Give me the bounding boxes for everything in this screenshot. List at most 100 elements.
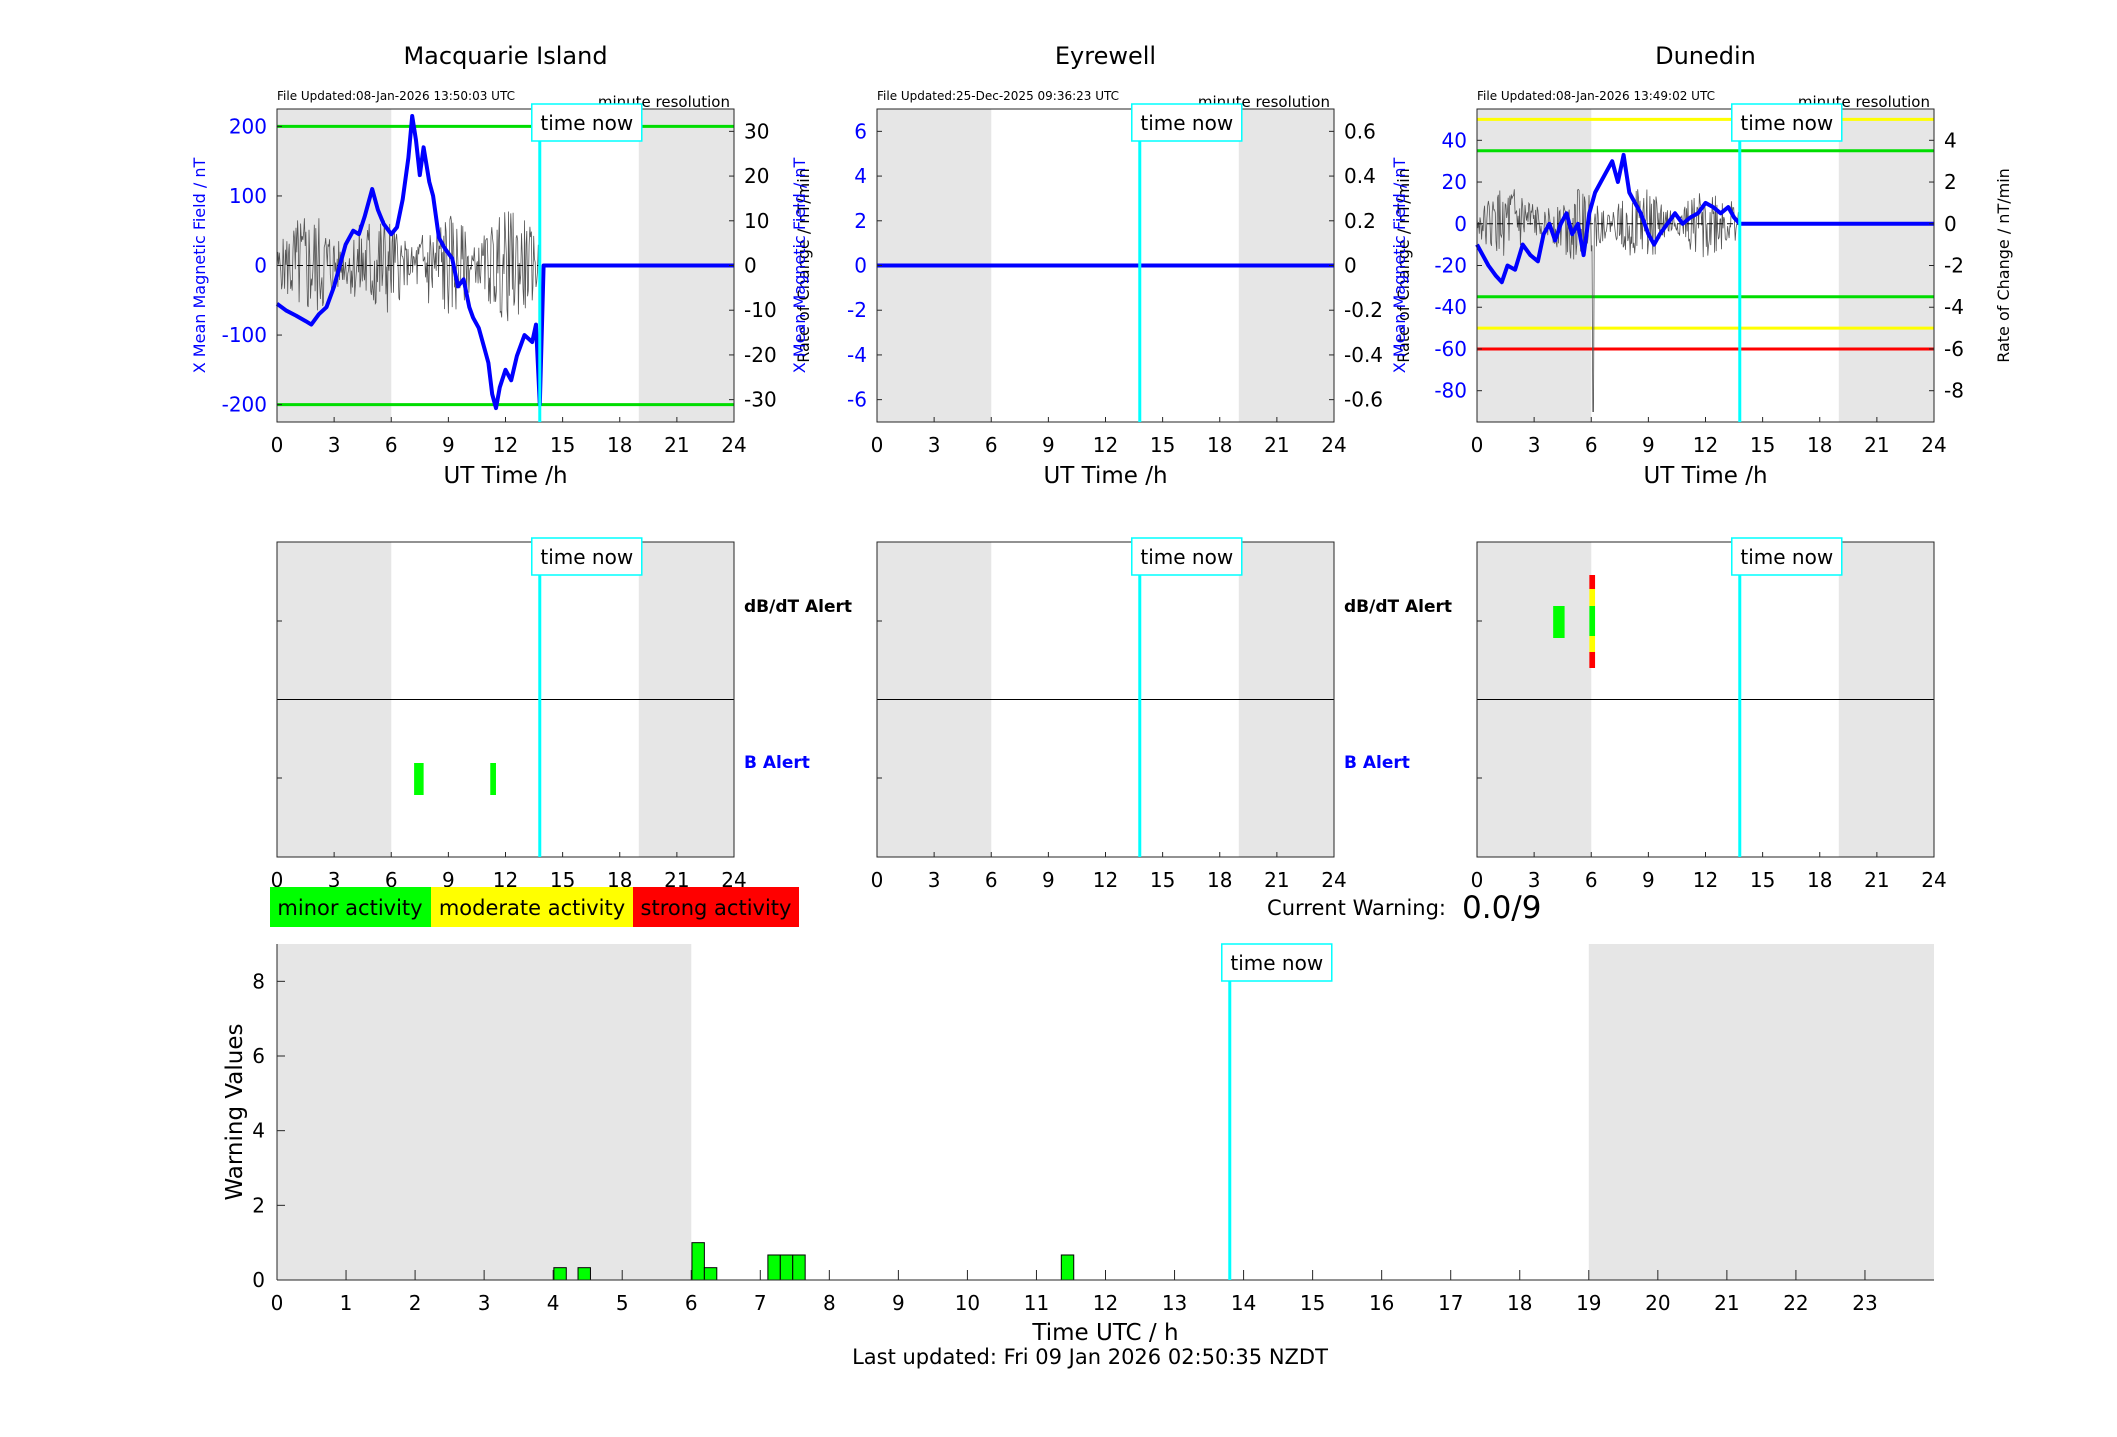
y-tick-label: 4: [252, 1119, 265, 1143]
x-tick-label: 17: [1438, 1291, 1463, 1315]
time-now-label: time now: [540, 545, 633, 569]
warning-bar: [779, 1254, 794, 1281]
x-tick-label: 9: [442, 868, 455, 892]
x-tick-label: 9: [1642, 433, 1655, 457]
x-tick-label: 3: [328, 868, 341, 892]
x-tick-label: 21: [1864, 433, 1889, 457]
alert-panels: time now 0 3 6 9 12 15 18 21 24 dB/dT Alert B Alert…: [271, 537, 1947, 892]
x-tick-label: 6: [1585, 868, 1598, 892]
x-tick-label: 3: [1528, 868, 1541, 892]
x-axis-label: UT Time /h: [1043, 463, 1167, 489]
x-tick-label: 3: [928, 868, 941, 892]
file-updated-text: File Updated:08-Jan-2026 13:50:03 UTC: [277, 89, 515, 103]
station-title: Dunedin: [1655, 42, 1756, 70]
x-tick-label: 12: [1693, 868, 1718, 892]
x-tick-label: 24: [1321, 868, 1346, 892]
x-tick-label: 8: [823, 1291, 836, 1315]
x-tick-label: 20: [1645, 1291, 1670, 1315]
x-tick-label: 6: [385, 868, 398, 892]
x-tick-label: 24: [1921, 868, 1946, 892]
night-shading: [1588, 944, 1934, 1280]
dbdt-alert-label: dB/dT Alert: [744, 597, 852, 617]
warning-bar: [1060, 1254, 1075, 1281]
warning-bar: [553, 1267, 567, 1281]
time-now-box: [1731, 103, 1843, 142]
x-axis-label: Time UTC / h: [1031, 1320, 1178, 1346]
field-panel-macquarie: Macquarie Island File Updated:08-Jan-2026…: [190, 42, 813, 489]
alert-panel-dunedin: time now 0 3 6 9 12 15 18 21 24: [1471, 537, 1947, 892]
x-tick-label: 16: [1369, 1291, 1394, 1315]
x-tick-label: 19: [1576, 1291, 1601, 1315]
x-tick-label: 0: [1471, 433, 1484, 457]
y-right-tick-label: -20: [744, 343, 777, 367]
legend-moderate-label: moderate activity: [439, 896, 625, 920]
time-now-box: [1131, 537, 1243, 576]
field-line: [275, 114, 734, 411]
y-right-tick-label: -2: [1944, 254, 1964, 278]
x-tick-label: 12: [1693, 433, 1718, 457]
x-tick-label: 15: [1750, 433, 1775, 457]
station-title: Macquarie Island: [403, 42, 607, 70]
warning-bar: [767, 1254, 781, 1281]
y-left-tick-label: -100: [222, 323, 267, 347]
y-left-tick-label: -4: [847, 343, 867, 367]
y-right-tick-label: -0.6: [1344, 388, 1383, 412]
legend-minor-swatch: [270, 887, 431, 927]
time-now-label: time now: [1230, 951, 1323, 975]
current-warning-value: 0.0/9: [1462, 890, 1541, 926]
y-left-tick-label: -20: [1434, 254, 1467, 278]
y-left-tick-label: 0: [254, 254, 267, 278]
y-tick-label: 0: [252, 1268, 265, 1292]
x-tick-label: 9: [1042, 868, 1055, 892]
y-right-tick-label: 0.2: [1344, 209, 1376, 233]
x-tick-label: 7: [754, 1291, 767, 1315]
y-left-tick-label: 6: [854, 119, 867, 143]
y-left-tick-label: 200: [229, 114, 267, 138]
x-tick-label: 21: [664, 433, 689, 457]
x-tick-label: 2: [409, 1291, 422, 1315]
x-tick-label: 9: [892, 1291, 905, 1315]
y-left-tick-label: -40: [1434, 295, 1467, 319]
x-tick-label: 24: [721, 433, 746, 457]
dbdt-alert-bar: [1589, 575, 1596, 589]
x-tick-label: 9: [1042, 433, 1055, 457]
legend-strong-label: strong activity: [641, 896, 792, 920]
x-tick-label: 10: [955, 1291, 980, 1315]
y-right-tick-label: 0.4: [1344, 164, 1376, 188]
rate-of-change-line: [276, 211, 541, 322]
current-warning-label: Current Warning:: [1267, 896, 1446, 920]
rate-of-change-line: [1476, 188, 1741, 412]
y-left-tick-label: 2: [854, 209, 867, 233]
x-tick-label: 14: [1231, 1291, 1256, 1315]
y-left-tick-label: 20: [1442, 170, 1467, 194]
y-tick-label: 2: [252, 1193, 265, 1217]
x-tick-label: 3: [478, 1291, 491, 1315]
field-panel-eyrewell: Eyrewell File Updated:25-Dec-2025 09:36:2…: [790, 42, 1413, 489]
y-tick-label: 6: [252, 1044, 265, 1068]
activity-legend: minor activity moderate activity strong …: [270, 887, 799, 927]
x-tick-label: 15: [1150, 433, 1175, 457]
y-left-tick-label: 40: [1442, 128, 1467, 152]
x-tick-label: 6: [685, 1291, 698, 1315]
x-tick-label: 6: [985, 433, 998, 457]
y-right-tick-label: -6: [1944, 337, 1964, 361]
x-tick-label: 6: [985, 868, 998, 892]
y-left-tick-label: 4: [854, 164, 867, 188]
time-now-label: time now: [1140, 545, 1233, 569]
x-tick-label: 3: [328, 433, 341, 457]
y-right-tick-label: -30: [744, 388, 777, 412]
x-tick-label: 18: [1807, 868, 1832, 892]
x-tick-label: 9: [1642, 868, 1655, 892]
x-tick-label: 22: [1783, 1291, 1808, 1315]
time-now-label: time now: [540, 111, 633, 135]
y-right-axis-label: Rate of Change / nT/min: [1394, 168, 1413, 363]
x-tick-label: 0: [271, 868, 284, 892]
y-right-tick-label: 0: [1344, 254, 1357, 278]
x-tick-label: 15: [1750, 868, 1775, 892]
y-left-axis-label: X Mean Magnetic Field / nT: [790, 158, 809, 374]
last-updated: Last updated: Fri 09 Jan 2026 02:50:35 N…: [852, 1345, 1328, 1369]
x-tick-label: 24: [1921, 433, 1946, 457]
y-left-tick-label: 100: [229, 184, 267, 208]
dbdt-alert-bar: [1589, 589, 1596, 606]
